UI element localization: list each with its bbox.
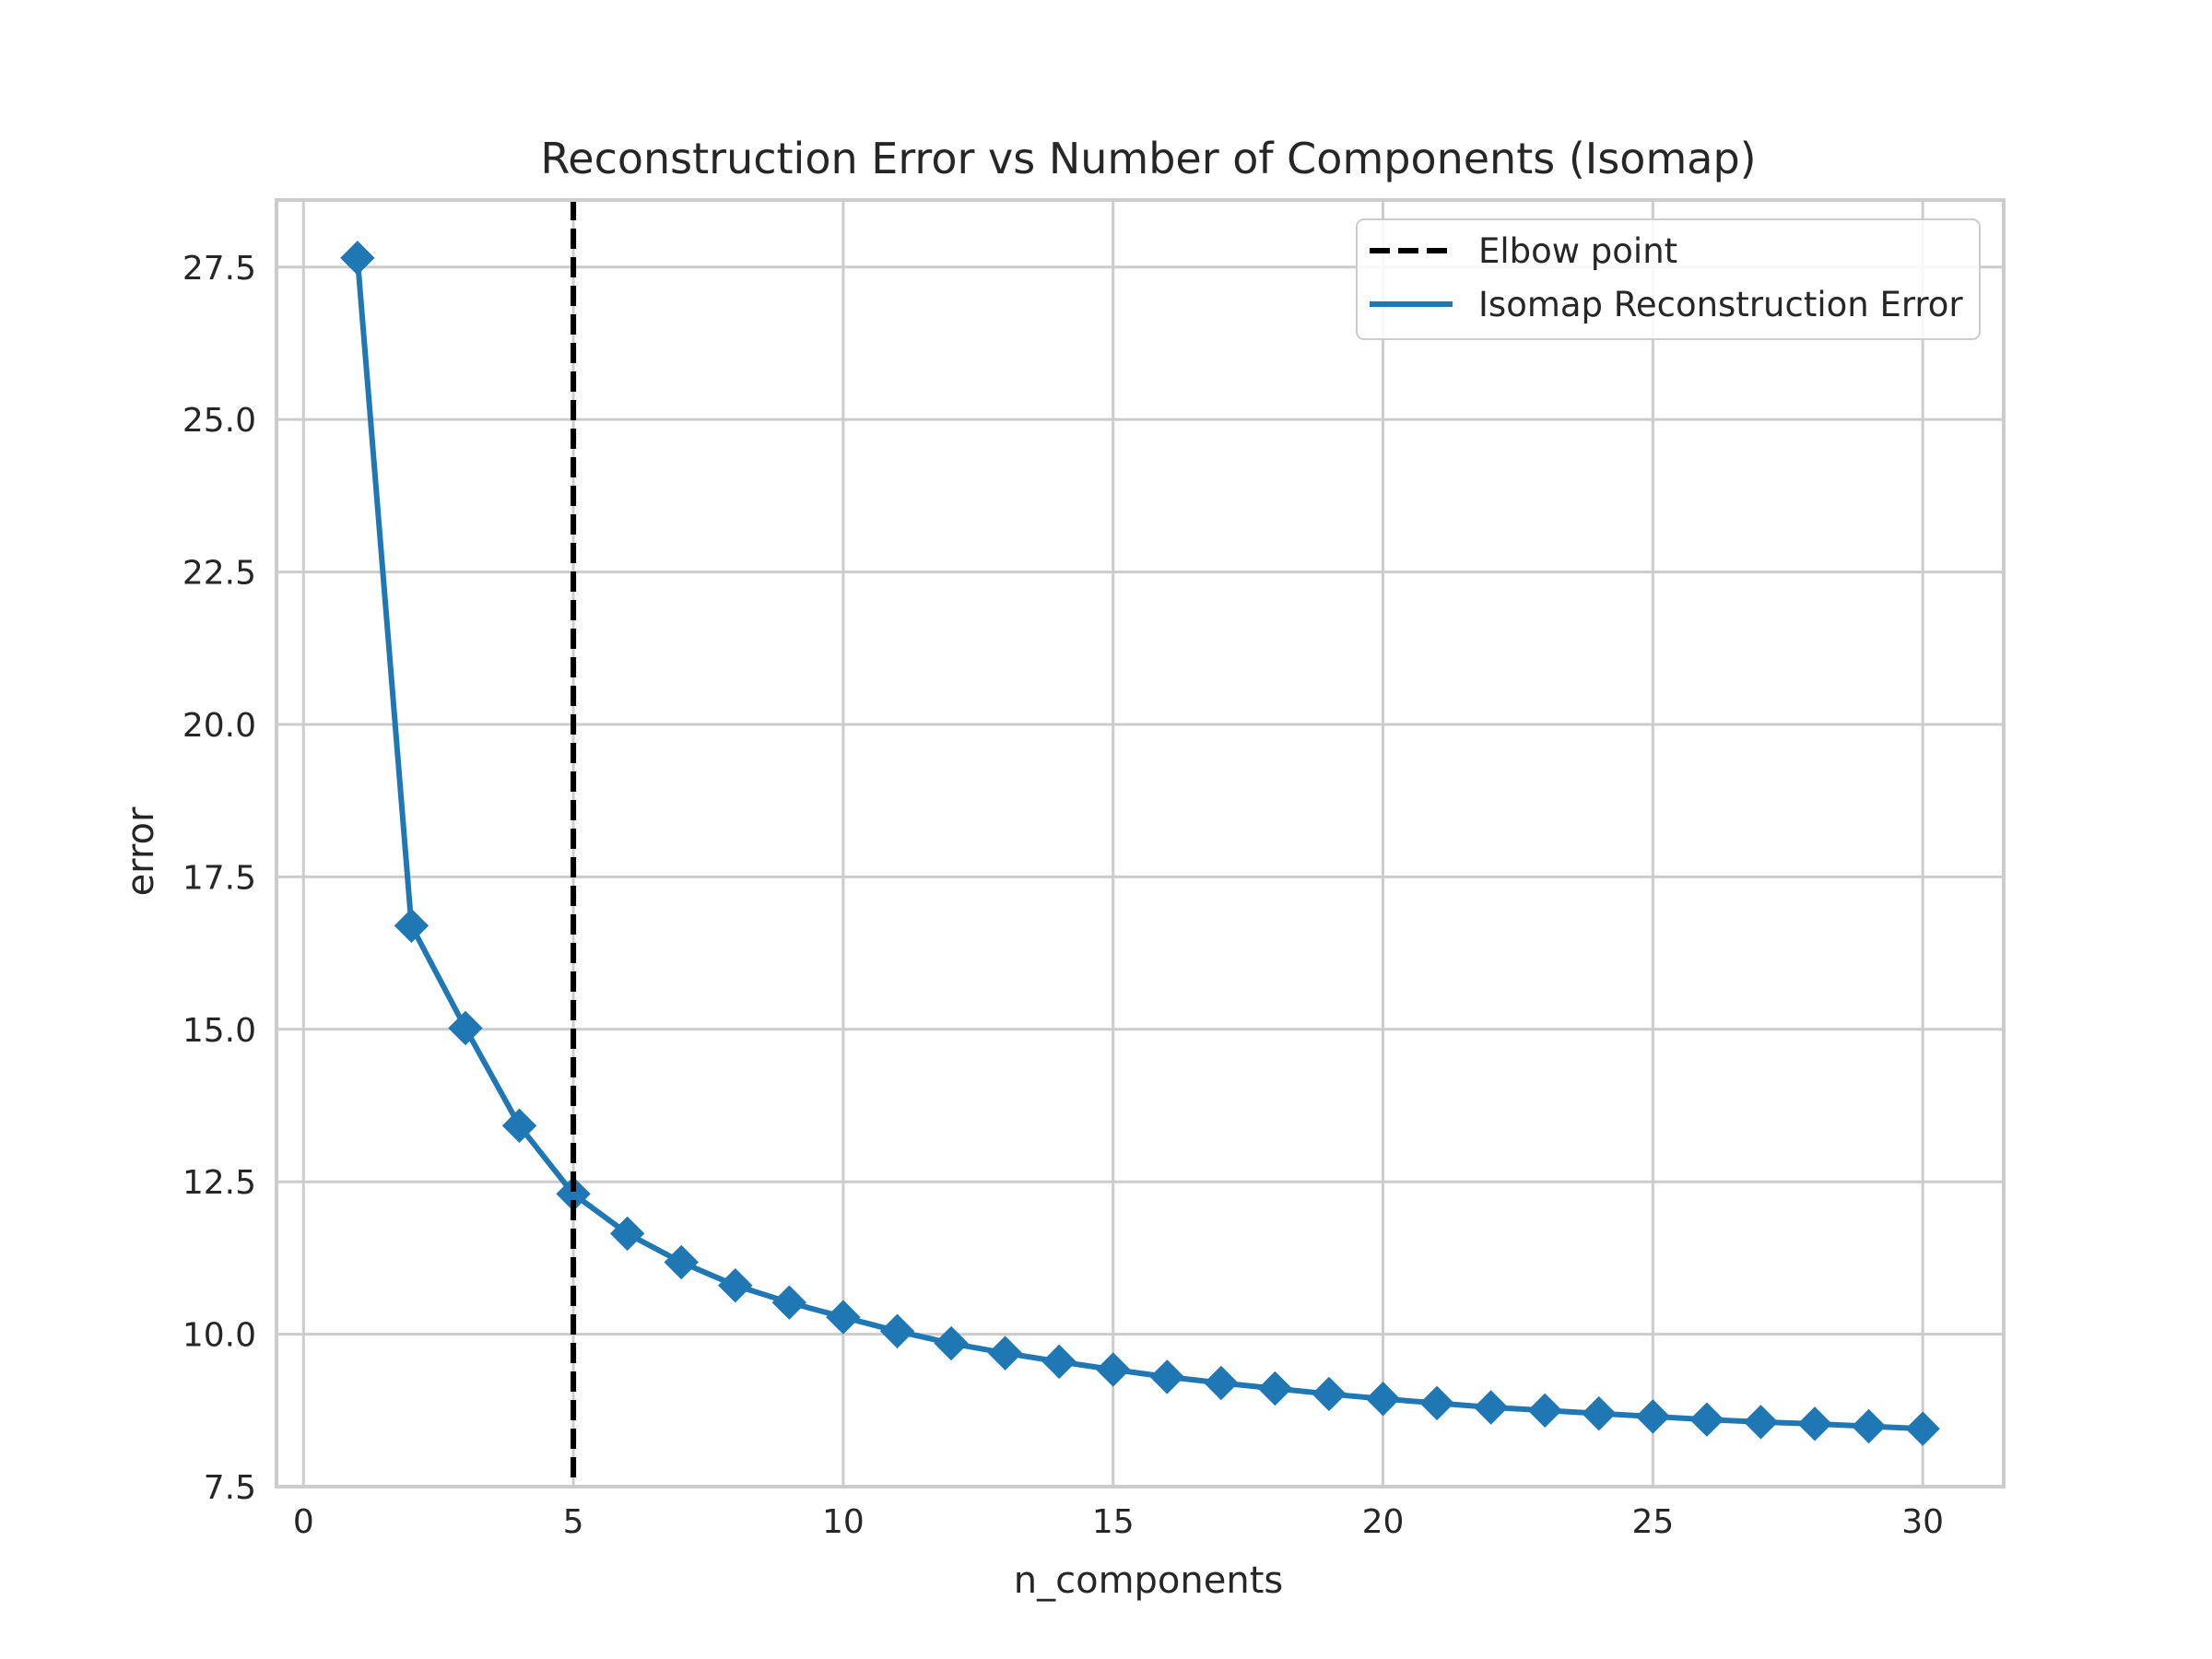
data-point <box>1312 1376 1347 1412</box>
y-tick-label: 20.0 <box>182 707 256 745</box>
data-point <box>1582 1395 1617 1431</box>
legend: Elbow point Isomap Reconstruction Error <box>1356 218 1981 340</box>
y-tick-label: 10.0 <box>182 1317 256 1355</box>
data-point <box>934 1325 969 1361</box>
y-tick-label: 17.5 <box>182 859 256 897</box>
legend-box <box>1356 218 1981 340</box>
x-tick-label: 10 <box>822 1503 865 1541</box>
y-tick-label: 7.5 <box>204 1469 256 1507</box>
y-axis-label: error <box>120 806 162 896</box>
data-point <box>879 1313 915 1348</box>
legend-label-isomap-reconstruction-error: Isomap Reconstruction Error <box>1478 285 1963 324</box>
data-point <box>1096 1352 1131 1387</box>
x-axis-label: n_components <box>1014 1559 1283 1602</box>
legend-label-elbow-point: Elbow point <box>1478 231 1677 271</box>
data-point <box>1365 1382 1401 1417</box>
y-tick-label: 25.0 <box>182 402 256 440</box>
data-point <box>718 1267 753 1303</box>
data-point <box>1689 1402 1724 1437</box>
data-point <box>340 241 375 276</box>
data-point <box>1743 1405 1779 1440</box>
x-tick-label: 20 <box>1362 1503 1405 1541</box>
data-point <box>771 1285 807 1320</box>
data-point <box>448 1010 483 1046</box>
data-point <box>987 1335 1023 1371</box>
x-tick-label: 0 <box>293 1503 314 1541</box>
y-axis-ticks: 7.5 10.0 12.5 15.0 17.5 20.0 22.5 25.0 27.5 <box>182 250 256 1507</box>
y-tick-label: 15.0 <box>182 1012 256 1050</box>
y-tick-label: 12.5 <box>182 1164 256 1202</box>
data-point <box>664 1244 699 1280</box>
data-point <box>1851 1408 1887 1444</box>
data-point <box>1419 1385 1454 1421</box>
x-tick-label: 5 <box>563 1503 584 1541</box>
data-point <box>609 1216 645 1252</box>
x-tick-label: 30 <box>1901 1503 1944 1541</box>
data-point <box>1041 1344 1077 1380</box>
chart-title: Reconstruction Error vs Number of Compon… <box>540 134 1756 183</box>
data-point <box>394 908 429 944</box>
y-tick-label: 27.5 <box>182 250 256 288</box>
x-axis-ticks: 0 5 10 15 20 25 30 <box>293 1503 1944 1541</box>
plot-area <box>340 200 1940 1487</box>
data-point <box>1527 1393 1562 1429</box>
plot-frame <box>275 198 2006 1488</box>
data-point <box>1905 1411 1940 1446</box>
x-tick-label: 25 <box>1631 1503 1674 1541</box>
data-point <box>1473 1390 1509 1425</box>
y-tick-label: 22.5 <box>182 555 256 593</box>
data-point <box>1149 1359 1184 1394</box>
x-tick-label: 15 <box>1092 1503 1135 1541</box>
data-point <box>1797 1406 1832 1441</box>
data-point <box>826 1300 861 1335</box>
data-point <box>1635 1399 1671 1434</box>
data-point <box>1204 1365 1239 1401</box>
data-point <box>501 1108 537 1144</box>
data-point <box>1257 1371 1293 1406</box>
